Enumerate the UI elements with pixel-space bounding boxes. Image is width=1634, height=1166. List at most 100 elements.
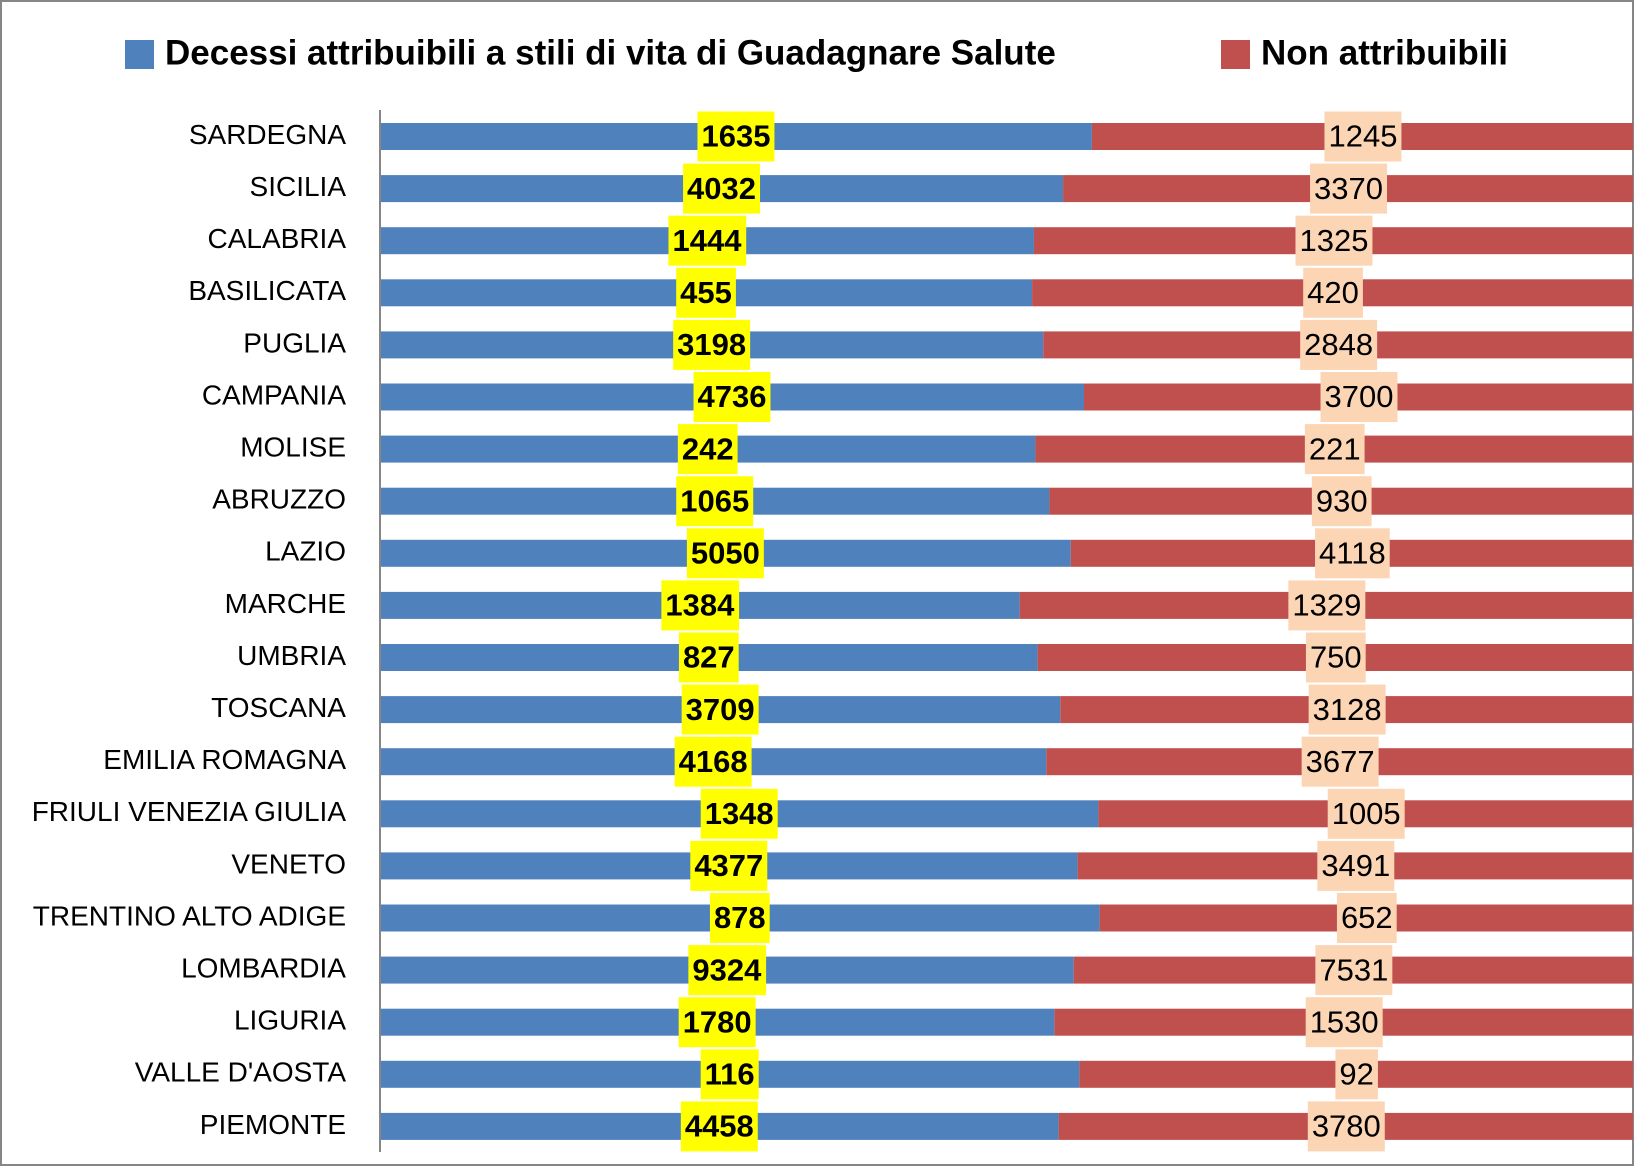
data-label: 3677 <box>1306 744 1375 779</box>
data-label: 92 <box>1339 1056 1373 1091</box>
data-label: 4032 <box>687 171 756 206</box>
category-label: VENETO <box>231 848 346 879</box>
data-label-background <box>673 319 751 370</box>
data-label: 1065 <box>680 483 749 518</box>
data-label: 242 <box>682 431 734 466</box>
category-label: PUGLIA <box>243 327 346 358</box>
category-label: LAZIO <box>265 536 346 567</box>
category-label: MARCHE <box>225 588 346 619</box>
data-label: 2848 <box>1304 327 1373 362</box>
legend-label: Decessi attribuibili a stili di vita di … <box>165 33 1056 72</box>
data-label-background <box>1303 267 1363 318</box>
data-label-background <box>1308 684 1386 735</box>
data-label-background <box>1327 788 1405 839</box>
data-label-background <box>1288 580 1366 631</box>
data-label-background <box>1301 736 1379 787</box>
data-label-background <box>697 111 775 162</box>
category-label: ABRUZZO <box>212 484 346 515</box>
data-label: 878 <box>714 900 766 935</box>
data-label-background <box>1307 1101 1385 1152</box>
data-label: 116 <box>705 1056 755 1091</box>
data-label: 1444 <box>672 223 742 258</box>
data-label: 3780 <box>1312 1109 1381 1144</box>
data-label-background <box>676 267 736 318</box>
data-label-background <box>681 684 759 735</box>
data-label: 1384 <box>665 588 735 623</box>
category-label: SICILIA <box>250 171 347 202</box>
data-label: 7531 <box>1319 952 1388 987</box>
data-label-background <box>1317 840 1395 891</box>
data-label-background <box>686 528 764 579</box>
data-label: 1005 <box>1332 796 1401 831</box>
data-label: 3128 <box>1313 692 1382 727</box>
data-label: 4377 <box>694 848 763 883</box>
data-label-background <box>683 163 761 214</box>
category-label: BASILICATA <box>188 275 346 306</box>
category-label: FRIULI VENEZIA GIULIA <box>32 796 347 827</box>
category-label: TRENTINO ALTO ADIGE <box>33 900 346 931</box>
data-label-background <box>674 736 752 787</box>
legend-swatch <box>125 40 154 69</box>
data-label: 3370 <box>1314 171 1383 206</box>
data-label-background <box>1305 997 1383 1048</box>
category-label: LIGURIA <box>234 1005 346 1036</box>
data-label: 1245 <box>1328 119 1397 154</box>
data-label-background <box>693 372 771 422</box>
data-label: 4736 <box>698 379 767 414</box>
data-label: 827 <box>683 640 735 675</box>
plot: 1635 1245 4032 3370 1444 1325 455 420 3198 2848 47… <box>380 111 1633 1152</box>
data-label: 1780 <box>683 1004 752 1039</box>
data-label: 1325 <box>1299 223 1368 258</box>
data-label: 420 <box>1307 275 1359 310</box>
data-label-background <box>700 1049 759 1100</box>
data-label: 221 <box>1309 431 1361 466</box>
data-label-background <box>1305 632 1366 683</box>
category-label: MOLISE <box>240 431 346 462</box>
data-label-background <box>1315 945 1393 996</box>
data-label: 1329 <box>1292 588 1361 623</box>
category-label: VALLE D'AOSTA <box>135 1057 347 1088</box>
data-label-background <box>700 788 778 839</box>
data-label-background <box>1295 215 1373 266</box>
legend-label: Non attribuibili <box>1261 33 1508 72</box>
data-label-background <box>676 476 754 527</box>
data-label-background <box>1336 893 1397 943</box>
data-label-background <box>1304 424 1365 475</box>
data-label: 4458 <box>685 1109 754 1144</box>
data-label-background <box>690 840 768 891</box>
data-label: 3491 <box>1321 848 1390 883</box>
data-label-background <box>1324 111 1402 162</box>
data-label-background <box>1311 476 1372 527</box>
data-label: 4118 <box>1319 535 1386 570</box>
category-label: CAMPANIA <box>202 379 346 410</box>
data-label: 455 <box>680 275 732 310</box>
data-label-background <box>1300 319 1378 370</box>
data-label: 750 <box>1310 640 1362 675</box>
category-label: TOSCANA <box>211 692 346 723</box>
data-label-background <box>680 1101 758 1152</box>
data-label-background <box>1315 528 1390 579</box>
data-label-background <box>668 215 747 266</box>
data-label: 5050 <box>691 535 760 570</box>
data-label: 3198 <box>677 327 746 362</box>
data-label: 1530 <box>1310 1004 1379 1039</box>
data-label: 930 <box>1316 483 1368 518</box>
category-label: CALABRIA <box>208 223 347 254</box>
data-label-background <box>661 580 740 631</box>
data-label-background <box>709 893 770 943</box>
data-label: 1635 <box>701 119 770 154</box>
data-label: 652 <box>1341 900 1393 935</box>
data-label: 4168 <box>679 744 748 779</box>
data-label-background <box>1335 1049 1378 1100</box>
data-label: 3709 <box>686 692 755 727</box>
data-label-background <box>677 424 738 475</box>
data-label-background <box>688 945 767 996</box>
data-label-background <box>1310 163 1388 214</box>
category-label: PIEMONTE <box>200 1109 346 1140</box>
category-label: LOMBARDIA <box>181 952 346 983</box>
data-label: 3700 <box>1325 379 1394 414</box>
data-label: 9324 <box>692 952 762 987</box>
category-label: EMILIA ROMAGNA <box>103 744 346 775</box>
category-label: SARDEGNA <box>189 119 346 150</box>
